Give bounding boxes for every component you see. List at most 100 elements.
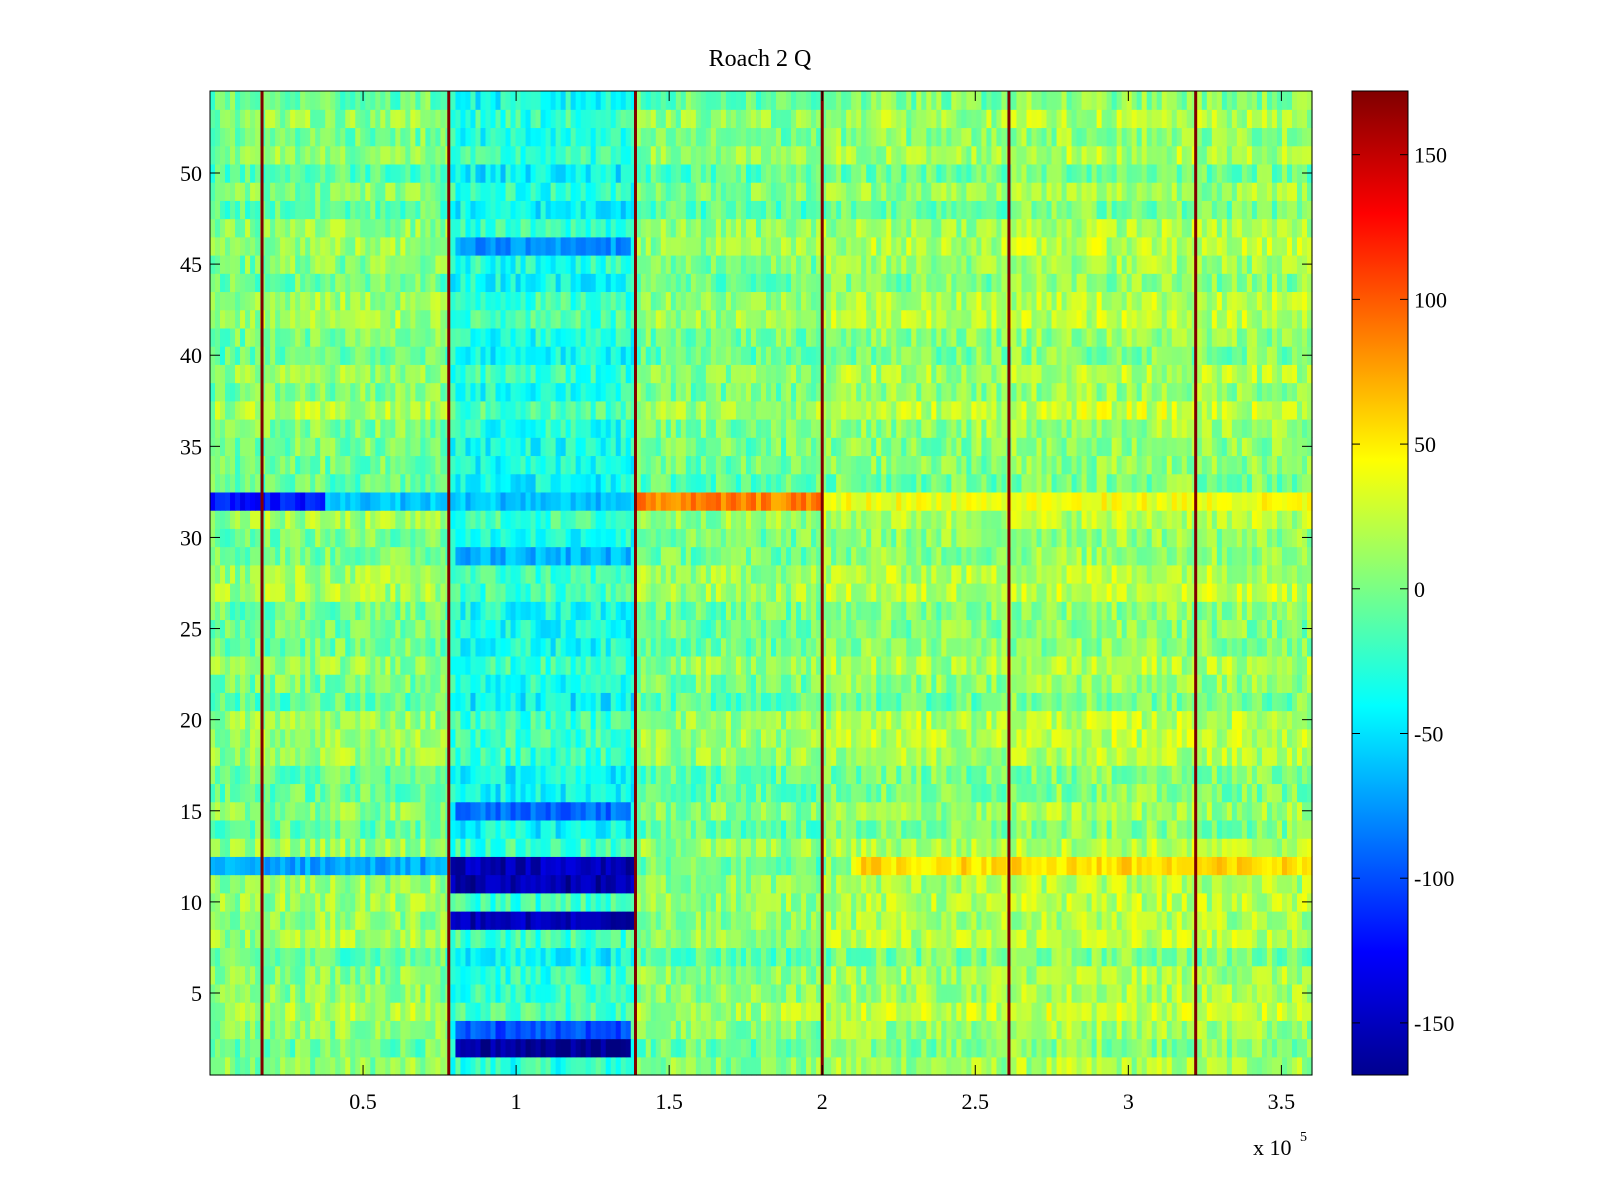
heatmap-cell xyxy=(876,983,882,1003)
heatmap-cell xyxy=(360,947,366,967)
heatmap-cell xyxy=(510,1056,517,1076)
heatmap-cell xyxy=(1036,710,1043,730)
heatmap-cell xyxy=(901,947,907,967)
heatmap-cell xyxy=(360,929,366,949)
heatmap-cell xyxy=(600,983,607,1003)
heatmap-cell xyxy=(1256,1002,1263,1021)
heatmap-cell xyxy=(936,892,942,912)
heatmap-cell xyxy=(851,856,857,876)
heatmap-cell xyxy=(735,674,742,693)
heatmap-cell xyxy=(916,1002,922,1021)
heatmap-cell xyxy=(360,1038,366,1058)
heatmap-cell xyxy=(931,1038,937,1058)
heatmap-cell xyxy=(295,1020,301,1040)
heatmap-cell xyxy=(781,728,787,748)
heatmap-cell xyxy=(670,874,677,894)
heatmap-cell xyxy=(916,838,922,857)
heatmap-cell xyxy=(315,728,321,748)
heatmap-cell xyxy=(936,783,942,803)
heatmap-cell xyxy=(1196,1020,1203,1040)
heatmap-cell xyxy=(730,747,737,766)
heatmap-cell xyxy=(936,929,942,949)
heatmap-cell xyxy=(345,874,351,894)
heatmap-cell xyxy=(1261,947,1268,967)
heatmap-cell xyxy=(816,1002,822,1021)
heatmap-cell xyxy=(1061,947,1068,967)
heatmap-cell xyxy=(961,874,967,894)
heatmap-plot-area xyxy=(209,90,1313,1076)
heatmap-cell xyxy=(495,1020,502,1040)
heatmap-cell xyxy=(560,747,567,766)
heatmap-cell xyxy=(620,783,627,803)
heatmap-cell xyxy=(816,929,822,949)
heatmap-cell xyxy=(1236,892,1243,912)
heatmap-cell xyxy=(1286,674,1293,693)
heatmap-cell xyxy=(986,856,993,876)
heatmap-cell xyxy=(345,838,351,857)
heatmap-cell xyxy=(1106,1002,1113,1021)
heatmap-cell xyxy=(310,674,316,693)
heatmap-cell xyxy=(1181,801,1188,821)
heatmap-cell xyxy=(1101,892,1108,912)
heatmap-cell xyxy=(620,1002,627,1021)
heatmap-cell xyxy=(730,655,737,675)
heatmap-cell xyxy=(781,929,787,949)
heatmap-cell xyxy=(385,747,391,766)
heatmap-cell xyxy=(710,1038,717,1058)
heatmap-cell xyxy=(1186,892,1193,912)
heatmap-cell xyxy=(1221,1038,1228,1058)
heatmap-cell xyxy=(1206,819,1213,839)
heatmap-cell xyxy=(470,892,477,912)
heatmap-cell xyxy=(655,911,662,930)
heatmap-cell xyxy=(415,710,421,730)
heatmap-cell xyxy=(365,674,371,693)
heatmap-cell xyxy=(916,856,922,876)
heatmap-cell xyxy=(290,874,296,894)
heatmap-cell xyxy=(555,965,562,985)
heatmap-cell xyxy=(881,929,887,949)
heatmap-cell xyxy=(580,929,587,949)
heatmap-cell xyxy=(976,929,982,949)
heatmap-cell xyxy=(1266,856,1273,876)
heatmap-cell xyxy=(670,1002,677,1021)
heatmap-cell xyxy=(1046,710,1053,730)
heatmap-cell xyxy=(585,1056,592,1076)
heatmap-cell xyxy=(826,710,832,730)
heatmap-cell xyxy=(841,1020,847,1040)
heatmap-cell xyxy=(1201,819,1208,839)
heatmap-cell xyxy=(255,819,261,839)
heatmap-cell xyxy=(1086,965,1093,985)
heatmap-cell xyxy=(285,1056,291,1076)
heatmap-cell xyxy=(831,655,837,675)
heatmap-cell xyxy=(665,983,672,1003)
heatmap-cell xyxy=(1176,801,1183,821)
heatmap-cell xyxy=(610,911,617,930)
heatmap-cell xyxy=(1101,965,1108,985)
heatmap-cell xyxy=(335,801,341,821)
heatmap-cell xyxy=(1241,765,1248,785)
heatmap-cell xyxy=(755,692,762,712)
heatmap-cell xyxy=(1211,728,1218,748)
heatmap-cell xyxy=(580,1038,587,1058)
heatmap-cell xyxy=(355,856,361,876)
heatmap-cell xyxy=(415,765,421,785)
heatmap-cell xyxy=(455,801,462,821)
heatmap-cell xyxy=(1151,765,1158,785)
heatmap-cell xyxy=(470,947,477,967)
heatmap-cell xyxy=(1171,728,1178,748)
heatmap-cell xyxy=(440,765,447,785)
heatmap-cell xyxy=(700,819,707,839)
heatmap-cell xyxy=(1291,728,1298,748)
heatmap-cell xyxy=(976,874,982,894)
heatmap-cell xyxy=(1041,856,1048,876)
heatmap-cell xyxy=(295,911,301,930)
heatmap-cell xyxy=(575,1020,582,1040)
heatmap-cell xyxy=(1236,783,1243,803)
heatmap-cell xyxy=(655,965,662,985)
heatmap-cell xyxy=(1271,874,1278,894)
heatmap-cell xyxy=(520,801,527,821)
heatmap-cell xyxy=(710,819,717,839)
heatmap-cell xyxy=(400,1002,406,1021)
heatmap-cell xyxy=(881,892,887,912)
heatmap-cell xyxy=(861,892,867,912)
